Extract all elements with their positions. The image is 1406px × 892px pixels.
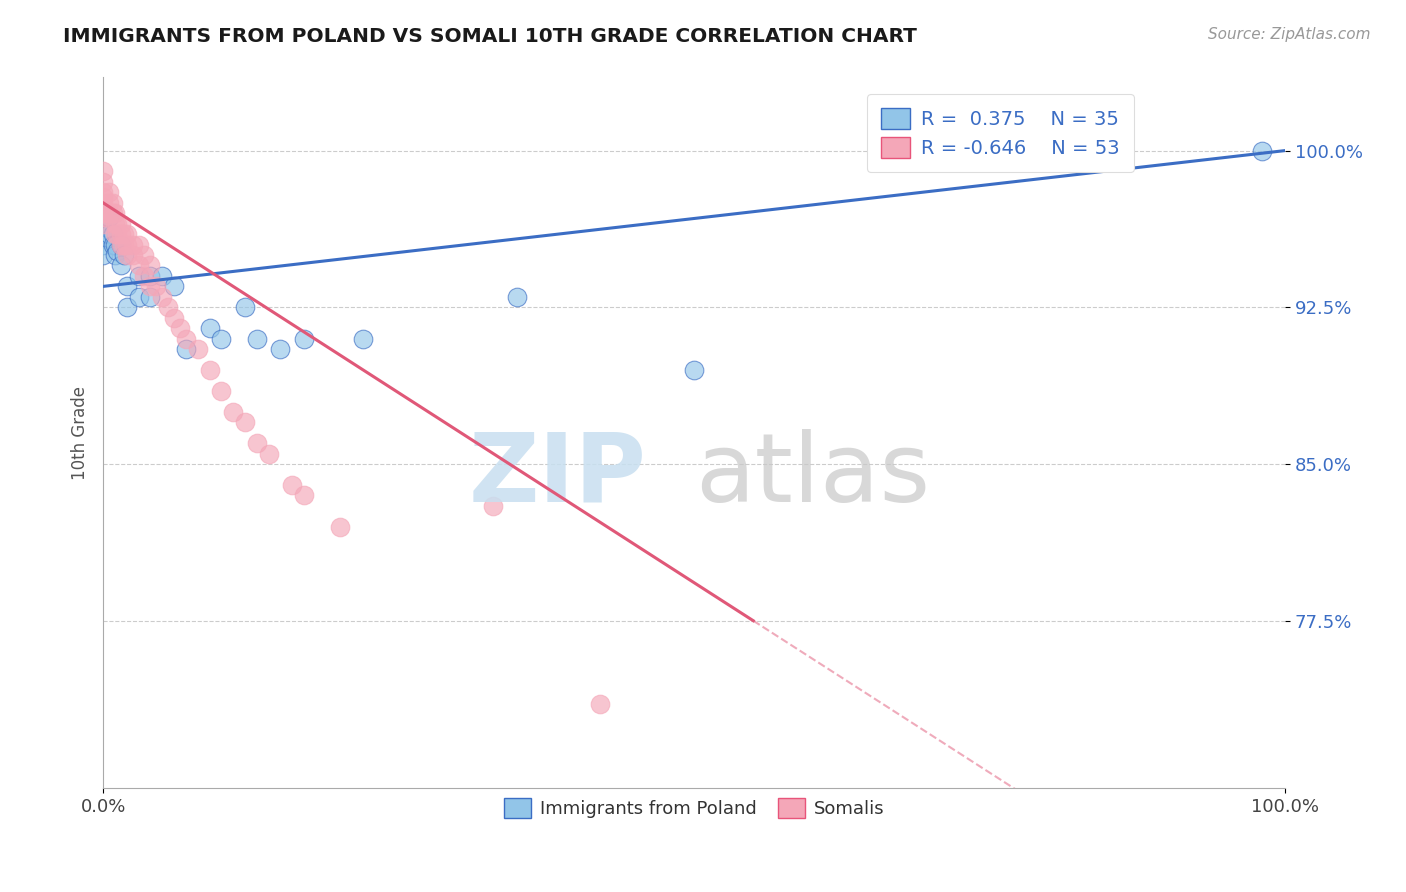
Point: [112, 248, 135, 262]
Point: [98, 211, 121, 225]
Text: Source: ZipAtlas.com: Source: ZipAtlas.com: [1208, 27, 1371, 42]
Point: [174, 342, 197, 356]
Point: [115, 300, 138, 314]
Point: [163, 279, 186, 293]
Point: [246, 436, 269, 450]
Point: [91, 195, 114, 210]
Point: [91, 202, 114, 216]
Y-axis label: 10th Grade: 10th Grade: [72, 385, 89, 480]
Point: [91, 217, 114, 231]
Point: [91, 231, 114, 245]
Text: IMMIGRANTS FROM POLAND VS SOMALI 10TH GRADE CORRELATION CHART: IMMIGRANTS FROM POLAND VS SOMALI 10TH GR…: [63, 27, 917, 45]
Point: [98, 186, 121, 200]
Point: [101, 195, 124, 210]
Point: [110, 227, 132, 242]
Point: [257, 446, 280, 460]
Point: [91, 186, 114, 200]
Point: [292, 488, 315, 502]
Point: [352, 332, 374, 346]
Point: [187, 342, 209, 356]
Point: [128, 290, 150, 304]
Point: [683, 363, 706, 377]
Point: [98, 195, 121, 210]
Point: [233, 415, 256, 429]
Point: [506, 290, 529, 304]
Point: [121, 248, 143, 262]
Point: [115, 227, 138, 242]
Point: [104, 206, 127, 220]
Point: [198, 321, 221, 335]
Point: [588, 698, 610, 712]
Point: [163, 310, 186, 325]
Point: [145, 279, 167, 293]
Text: ZIP: ZIP: [470, 429, 647, 522]
Point: [110, 259, 132, 273]
Point: [328, 519, 350, 533]
Point: [110, 237, 132, 252]
Point: [91, 189, 114, 203]
Point: [134, 268, 156, 283]
Point: [112, 227, 135, 242]
Point: [115, 279, 138, 293]
Point: [209, 384, 232, 398]
Point: [91, 175, 114, 189]
Point: [101, 237, 124, 252]
Point: [110, 217, 132, 231]
Point: [91, 248, 114, 262]
Point: [98, 206, 121, 220]
Point: [121, 237, 143, 252]
Point: [91, 237, 114, 252]
Point: [157, 300, 180, 314]
Point: [292, 332, 315, 346]
Point: [104, 248, 127, 262]
Point: [139, 268, 162, 283]
Point: [169, 321, 191, 335]
Point: [91, 206, 114, 220]
Point: [139, 259, 162, 273]
Point: [139, 279, 162, 293]
Point: [91, 164, 114, 178]
Point: [139, 290, 162, 304]
Point: [222, 405, 245, 419]
Point: [105, 244, 128, 258]
Point: [134, 248, 156, 262]
Point: [198, 363, 221, 377]
Point: [98, 227, 121, 242]
Point: [101, 206, 124, 220]
Point: [91, 211, 114, 225]
Point: [269, 342, 291, 356]
Point: [112, 237, 135, 252]
Point: [115, 237, 138, 252]
Point: [104, 217, 127, 231]
Point: [105, 217, 128, 231]
Point: [91, 227, 114, 242]
Point: [209, 332, 232, 346]
Point: [91, 206, 114, 220]
Point: [246, 332, 269, 346]
Point: [105, 227, 128, 242]
Legend: Immigrants from Poland, Somalis: Immigrants from Poland, Somalis: [496, 790, 891, 825]
Point: [128, 259, 150, 273]
Point: [128, 237, 150, 252]
Point: [150, 268, 173, 283]
Point: [91, 217, 114, 231]
Point: [104, 237, 127, 252]
Point: [174, 332, 197, 346]
Point: [482, 499, 505, 513]
Point: [1250, 144, 1272, 158]
Point: [150, 290, 173, 304]
Point: [115, 248, 138, 262]
Point: [110, 237, 132, 252]
Point: [281, 478, 304, 492]
Point: [101, 227, 124, 242]
Point: [128, 268, 150, 283]
Text: atlas: atlas: [695, 429, 929, 522]
Point: [104, 227, 127, 242]
Point: [233, 300, 256, 314]
